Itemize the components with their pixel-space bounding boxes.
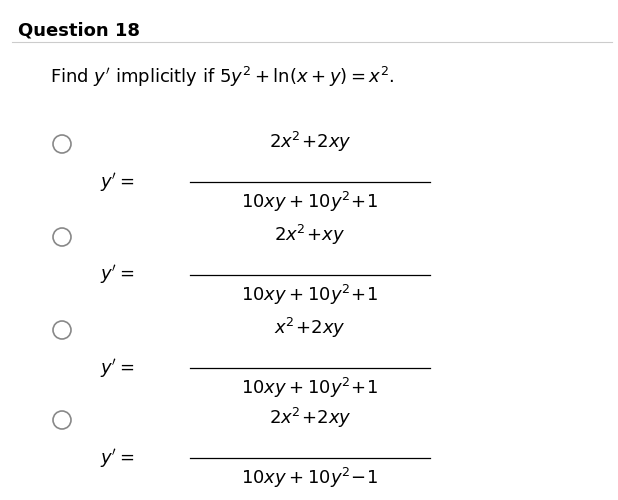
Text: $2x^2\!+\!2xy$: $2x^2\!+\!2xy$ — [269, 406, 351, 430]
Text: $x^2\!+\!2xy$: $x^2\!+\!2xy$ — [274, 316, 346, 340]
Text: $y'=$: $y'=$ — [100, 170, 135, 194]
Text: $10xy + 10y^2\!+\!1$: $10xy + 10y^2\!+\!1$ — [242, 190, 379, 214]
Text: $10xy + 10y^2\!+\!1$: $10xy + 10y^2\!+\!1$ — [242, 283, 379, 307]
Text: $y'=$: $y'=$ — [100, 264, 135, 286]
Text: $10xy + 10y^2\!+\!1$: $10xy + 10y^2\!+\!1$ — [242, 376, 379, 400]
Text: $10xy + 10y^2\!-\!1$: $10xy + 10y^2\!-\!1$ — [242, 466, 379, 490]
Text: $2x^2\!+\!xy$: $2x^2\!+\!xy$ — [274, 223, 345, 247]
Text: $y'=$: $y'=$ — [100, 446, 135, 469]
Text: Find $y'$ implicitly if $5y^2 + \ln(x + y) = x^2$.: Find $y'$ implicitly if $5y^2 + \ln(x + … — [50, 65, 395, 89]
Text: $y'=$: $y'=$ — [100, 356, 135, 380]
Text: Question 18: Question 18 — [18, 22, 140, 40]
Text: $2x^2\!+\!2xy$: $2x^2\!+\!2xy$ — [269, 130, 351, 154]
